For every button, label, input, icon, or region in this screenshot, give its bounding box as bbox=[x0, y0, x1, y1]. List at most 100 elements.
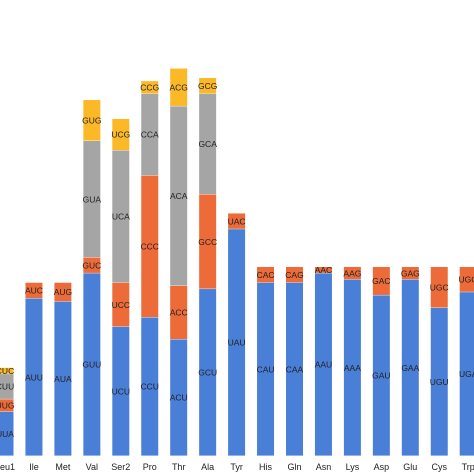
bar-segment-ser2-ucc bbox=[112, 282, 130, 327]
bar-segment-ala-gcc bbox=[199, 194, 217, 289]
codon-label-caa: CAA bbox=[286, 364, 304, 374]
tick-label-ala: Ala bbox=[201, 462, 214, 472]
bar-segment-ala-gcu bbox=[199, 289, 217, 456]
codon-label-gcc: GCC bbox=[198, 237, 217, 247]
codon-label-gac: GAC bbox=[372, 276, 390, 286]
codon-label-aug: AUG bbox=[54, 287, 72, 297]
bar-stacks bbox=[0, 68, 474, 456]
codon-label-gua: GUA bbox=[83, 194, 102, 204]
codon-label-guu: GUU bbox=[82, 360, 101, 370]
codon-label-uug: UUG bbox=[0, 401, 14, 411]
bar-segment-val-guc bbox=[83, 257, 101, 273]
codon-label-aaa: AAA bbox=[344, 363, 361, 373]
tick-label-leu1: Leu1 bbox=[0, 462, 15, 472]
codon-label-aau: AAU bbox=[315, 360, 332, 370]
codon-label-ccg: CCG bbox=[140, 82, 159, 92]
codon-label-ugg: UGG bbox=[459, 275, 474, 285]
codon-label-aca: ACA bbox=[170, 191, 188, 201]
bar-segment-lys-aaa bbox=[343, 279, 361, 456]
tick-label-ser2: Ser2 bbox=[111, 462, 130, 472]
codon-label-uac: UAC bbox=[228, 216, 246, 226]
codon-label-ccc: CCC bbox=[141, 242, 159, 252]
bar-segment-thr-acg bbox=[170, 68, 188, 106]
bar-segment-trp-uga bbox=[459, 292, 474, 456]
codon-label-uca: UCA bbox=[112, 212, 130, 222]
bar-segment-thr-acu bbox=[170, 339, 188, 456]
tick-label-gln: Gln bbox=[287, 462, 301, 472]
bar-segment-trp-ugg bbox=[459, 267, 474, 292]
codon-label-auu: AUU bbox=[25, 372, 43, 382]
codon-label-cac: CAC bbox=[257, 270, 275, 280]
codon-label-cag: CAG bbox=[285, 270, 303, 280]
tick-label-asn: Asn bbox=[316, 462, 332, 472]
bar-segment-gln-cag bbox=[286, 267, 303, 283]
bar-segment-asp-gac bbox=[372, 267, 390, 295]
bar-segment-pro-cca bbox=[141, 93, 159, 176]
bar-segment-glu-gag bbox=[401, 267, 419, 280]
codon-label-cca: CCA bbox=[141, 130, 159, 140]
bar-segment-ser2-ucu bbox=[112, 326, 130, 456]
bar-segment-val-gua bbox=[83, 141, 101, 258]
codon-label-cau: CAU bbox=[257, 364, 275, 374]
bar-segment-tyr-uac bbox=[228, 213, 246, 229]
bar-segment-his-cac bbox=[257, 267, 275, 283]
codon-label-cuu: CUU bbox=[0, 382, 14, 392]
codon-label-auc: AUC bbox=[25, 286, 43, 296]
codon-label-uau: UAU bbox=[228, 338, 246, 348]
tick-label-met: Met bbox=[55, 462, 71, 472]
codon-label-aua: AUA bbox=[54, 374, 72, 384]
codon-label-ugc: UGC bbox=[430, 282, 449, 292]
codon-label-acc: ACC bbox=[170, 308, 188, 318]
bar-segment-leu1-uug bbox=[0, 399, 14, 412]
codon-label-ucu: UCU bbox=[112, 386, 130, 396]
codon-label-aac: AAC bbox=[315, 265, 332, 275]
bar-segment-leu1-cuu bbox=[0, 374, 14, 399]
bar-segment-asn-aac bbox=[314, 267, 332, 273]
bar-segment-his-cau bbox=[257, 282, 275, 456]
codon-label-acu: ACU bbox=[170, 393, 188, 403]
bar-segment-pro-ccc bbox=[141, 175, 159, 317]
bar-segment-ile-auc bbox=[25, 282, 43, 299]
codon-label-gcu: GCU bbox=[198, 368, 217, 378]
bar-segment-ala-gca bbox=[199, 93, 217, 195]
bar-segment-ile-auu bbox=[25, 298, 43, 456]
bar-segment-ala-gcg bbox=[199, 78, 217, 94]
bar-segment-leu1-uua bbox=[0, 411, 14, 456]
codon-label-ccu: CCU bbox=[141, 382, 159, 392]
codon-label-acg: ACG bbox=[169, 82, 187, 92]
bar-segment-thr-acc bbox=[170, 285, 188, 340]
tick-label-ile: Ile bbox=[29, 462, 39, 472]
codon-label-ucg: UCG bbox=[111, 130, 130, 140]
tick-label-lys: Lys bbox=[346, 462, 360, 472]
x-axis-tick-labels: Leu1 Ile Met Val Ser2 Pro Thr Ala Tyr His Gln Asn Ly… bbox=[0, 462, 474, 472]
bar-segment-glu-gaa bbox=[401, 279, 419, 456]
codon-label-gag: GAG bbox=[401, 268, 420, 278]
tick-label-cys: Cys bbox=[432, 462, 448, 472]
codon-label-aag: AAG bbox=[343, 268, 361, 278]
tick-label-trp: Trp bbox=[462, 462, 474, 472]
bar-segment-thr-aca bbox=[170, 106, 188, 286]
bar-segment-asp-gau bbox=[372, 295, 390, 456]
codon-label-uga: UGA bbox=[459, 369, 474, 379]
codon-labels: UUA UUG CUU CUC AUU AUC AUA AUG GUU GUC GUA GUG UCU U… bbox=[0, 81, 474, 439]
codon-label-gcg: GCG bbox=[198, 81, 217, 91]
tick-label-asp: Asp bbox=[374, 462, 390, 472]
codon-label-ucc: UCC bbox=[112, 300, 130, 310]
codon-label-gca: GCA bbox=[198, 139, 217, 149]
bar-segment-pro-ccu bbox=[141, 317, 159, 456]
tick-label-val: Val bbox=[86, 462, 98, 472]
tick-label-glu: Glu bbox=[403, 462, 417, 472]
codon-label-ugu: UGU bbox=[430, 377, 449, 387]
codon-label-gaa: GAA bbox=[401, 363, 419, 373]
tick-label-thr: Thr bbox=[172, 462, 186, 472]
bar-segment-pro-ccg bbox=[141, 81, 159, 94]
tick-label-pro: Pro bbox=[143, 462, 157, 472]
codon-label-gug: GUG bbox=[82, 116, 101, 126]
bar-segment-met-aua bbox=[54, 301, 72, 456]
codon-label-guc: GUC bbox=[82, 260, 101, 270]
bar-segment-leu1-cuc bbox=[0, 367, 14, 374]
codon-label-cuc: CUC bbox=[0, 366, 14, 376]
bar-segment-cys-ugc bbox=[430, 267, 448, 308]
codon-label-uua: UUA bbox=[0, 429, 14, 439]
